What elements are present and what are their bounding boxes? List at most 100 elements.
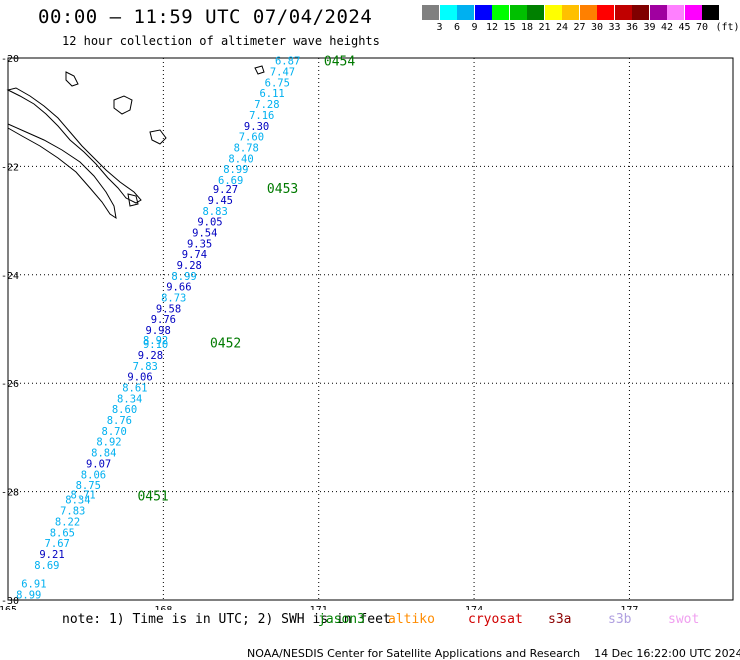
swh-value: 8.73 (161, 293, 186, 305)
swh-value: 9.10 (143, 339, 168, 351)
color-swatch (597, 5, 614, 20)
swh-value: 8.83 (202, 206, 227, 218)
chart-subtitle: 12 hour collection of altimeter wave hei… (62, 34, 380, 48)
color-scale-tick: 45 (678, 22, 691, 33)
swh-value: 8.84 (91, 448, 116, 460)
swh-value: 8.99 (16, 590, 41, 602)
new-caledonia-coast (6, 87, 142, 204)
color-scale-tick: 18 (520, 22, 534, 33)
swh-value: 9.54 (192, 228, 217, 240)
swh-value: 9.21 (39, 549, 64, 561)
coastline (6, 65, 265, 220)
swh-value: 6.11 (259, 88, 284, 100)
color-swatch (702, 5, 719, 20)
y-tick-label: -24 (1, 271, 19, 282)
pass-time-label: 0454 (324, 55, 355, 70)
color-swatch (509, 5, 527, 20)
swh-value: 8.78 (234, 142, 259, 154)
color-swatch (457, 5, 474, 20)
y-tick-label: -26 (1, 379, 19, 390)
satellite-label-altiko: altiko (388, 612, 435, 627)
isle-of-pines (127, 193, 139, 207)
swh-value: 9.06 (127, 372, 152, 384)
y-tick-label: -20 (1, 54, 19, 65)
wave-height-map: 165 168 171 174 177 -20 -22 -24 -26 -28 -30 6.877.4… (0, 54, 734, 610)
swh-value: 7.83 (133, 361, 158, 373)
swh-value: 9.05 (197, 217, 222, 229)
color-scale-tick: 36 (625, 22, 639, 33)
swh-value: 9.98 (146, 325, 171, 337)
x-tick-label: 177 (620, 605, 638, 610)
swh-value: 8.75 (76, 480, 101, 492)
color-scale-tick: 9 (471, 22, 478, 33)
color-scale-tick: 33 (608, 22, 621, 33)
color-swatch (684, 5, 702, 20)
swh-value: 9.66 (166, 282, 191, 294)
color-scale-tick: 42 (660, 22, 674, 33)
swh-value: 8.65 (50, 527, 75, 539)
loyalty-island-ouvea (65, 71, 79, 87)
swh-value: 9.35 (187, 238, 212, 250)
y-tick-label: -30 (1, 596, 19, 607)
footer-credit: NOAA/NESDIS Center for Satellite Applica… (240, 634, 740, 660)
swh-value: 9.45 (208, 195, 233, 207)
pass-time-label: 0451 (137, 489, 168, 504)
swh-value: 8.99 (223, 164, 248, 176)
swh-value: 8.60 (112, 404, 137, 416)
swh-value: 8.71 (70, 489, 95, 501)
chart-title: 00:00 – 11:59 UTC 07/04/2024 (38, 6, 373, 28)
color-swatch (579, 5, 597, 20)
loyalty-island-lifou (113, 95, 133, 115)
swh-value: 7.16 (249, 110, 274, 122)
color-scale-tick: 39 (643, 22, 656, 33)
color-scale-tick: 15 (503, 22, 516, 33)
color-swatch (492, 5, 509, 20)
color-scale-tick: 27 (573, 22, 586, 33)
color-swatch (439, 5, 457, 20)
swh-value: 8.92 (143, 335, 168, 347)
swh-value: 8.06 (81, 469, 106, 481)
swh-value: 9.58 (156, 303, 181, 315)
color-swatch (544, 5, 562, 20)
y-tick-label: -22 (1, 162, 19, 173)
swh-value: 9.28 (138, 350, 163, 362)
swh-value: 7.67 (45, 538, 70, 550)
swh-value: 6.87 (275, 56, 300, 68)
swh-value: 9.07 (86, 458, 111, 470)
swh-value: 6.69 (218, 175, 243, 187)
swh-value: 7.47 (270, 67, 295, 79)
color-swatch (422, 5, 439, 20)
color-scale-tick: 3 (436, 22, 443, 33)
swh-value: 7.83 (60, 506, 85, 518)
color-scale-tick: 12 (485, 22, 499, 33)
swh-value: 9.28 (177, 260, 202, 272)
y-tick-label: -28 (1, 488, 19, 499)
swh-value: 9.27 (213, 184, 238, 196)
color-swatch (649, 5, 667, 20)
x-tick-label: 174 (465, 605, 483, 610)
swh-value: 7.60 (239, 132, 264, 144)
pass-time-label: 0452 (210, 337, 241, 352)
swh-value: 8.70 (102, 426, 127, 438)
swh-value: 8.92 (96, 437, 121, 449)
new-caledonia-coast-south (7, 123, 117, 220)
swh-value: 9.74 (182, 249, 207, 261)
satellite-label-swot: swot (668, 612, 700, 627)
swh-value: 8.69 (34, 560, 59, 572)
pass-time-label: 0453 (267, 182, 298, 197)
satellite-label-cryosat: cryosat (468, 612, 523, 627)
color-swatch (562, 5, 579, 20)
swh-value: 9.30 (244, 121, 269, 133)
x-tick-label: 168 (154, 605, 172, 610)
x-tick-label: 165 (0, 605, 17, 610)
satellite-label-s3a: s3a (548, 612, 572, 627)
swh-value: 9.76 (151, 314, 176, 326)
swh-value: 8.34 (117, 393, 142, 405)
swh-value: 6.91 (21, 579, 46, 591)
satellite-label-s3b: s3b (608, 612, 632, 627)
x-tick-label: 171 (310, 605, 328, 610)
color-swatch (667, 5, 684, 20)
plot-frame (7, 57, 734, 601)
swh-value: 6.75 (265, 77, 290, 89)
color-scale-tick: 21 (538, 22, 551, 33)
